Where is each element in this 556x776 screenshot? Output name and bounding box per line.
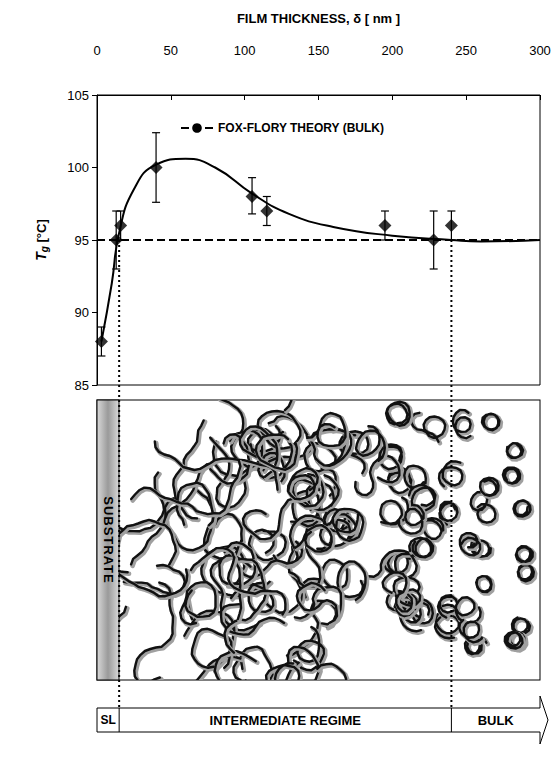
svg-text:90: 90 <box>75 305 89 320</box>
svg-text:T: T <box>33 252 49 261</box>
svg-text:g: g <box>39 246 50 253</box>
svg-text:50: 50 <box>164 43 178 58</box>
svg-text:BULK: BULK <box>478 713 515 728</box>
svg-text:250: 250 <box>455 43 477 58</box>
svg-text:100: 100 <box>234 43 256 58</box>
svg-text:105: 105 <box>67 88 89 103</box>
svg-text:0: 0 <box>93 43 100 58</box>
svg-text:FOX-FLORY THEORY (BULK): FOX-FLORY THEORY (BULK) <box>218 121 384 135</box>
svg-text:SUBSTRATE: SUBSTRATE <box>101 496 116 583</box>
svg-text:150: 150 <box>308 43 330 58</box>
svg-text:FILM THICKNESS, δ [ nm ]: FILM THICKNESS, δ [ nm ] <box>237 11 400 26</box>
svg-text:SL: SL <box>100 713 115 727</box>
svg-text:INTERMEDIATE REGIME: INTERMEDIATE REGIME <box>210 713 362 728</box>
svg-text:85: 85 <box>75 378 89 393</box>
svg-text:[°C]: [°C] <box>34 219 49 246</box>
svg-text:100: 100 <box>67 160 89 175</box>
svg-text:300: 300 <box>529 43 551 58</box>
svg-text:200: 200 <box>381 43 403 58</box>
svg-text:95: 95 <box>75 233 89 248</box>
